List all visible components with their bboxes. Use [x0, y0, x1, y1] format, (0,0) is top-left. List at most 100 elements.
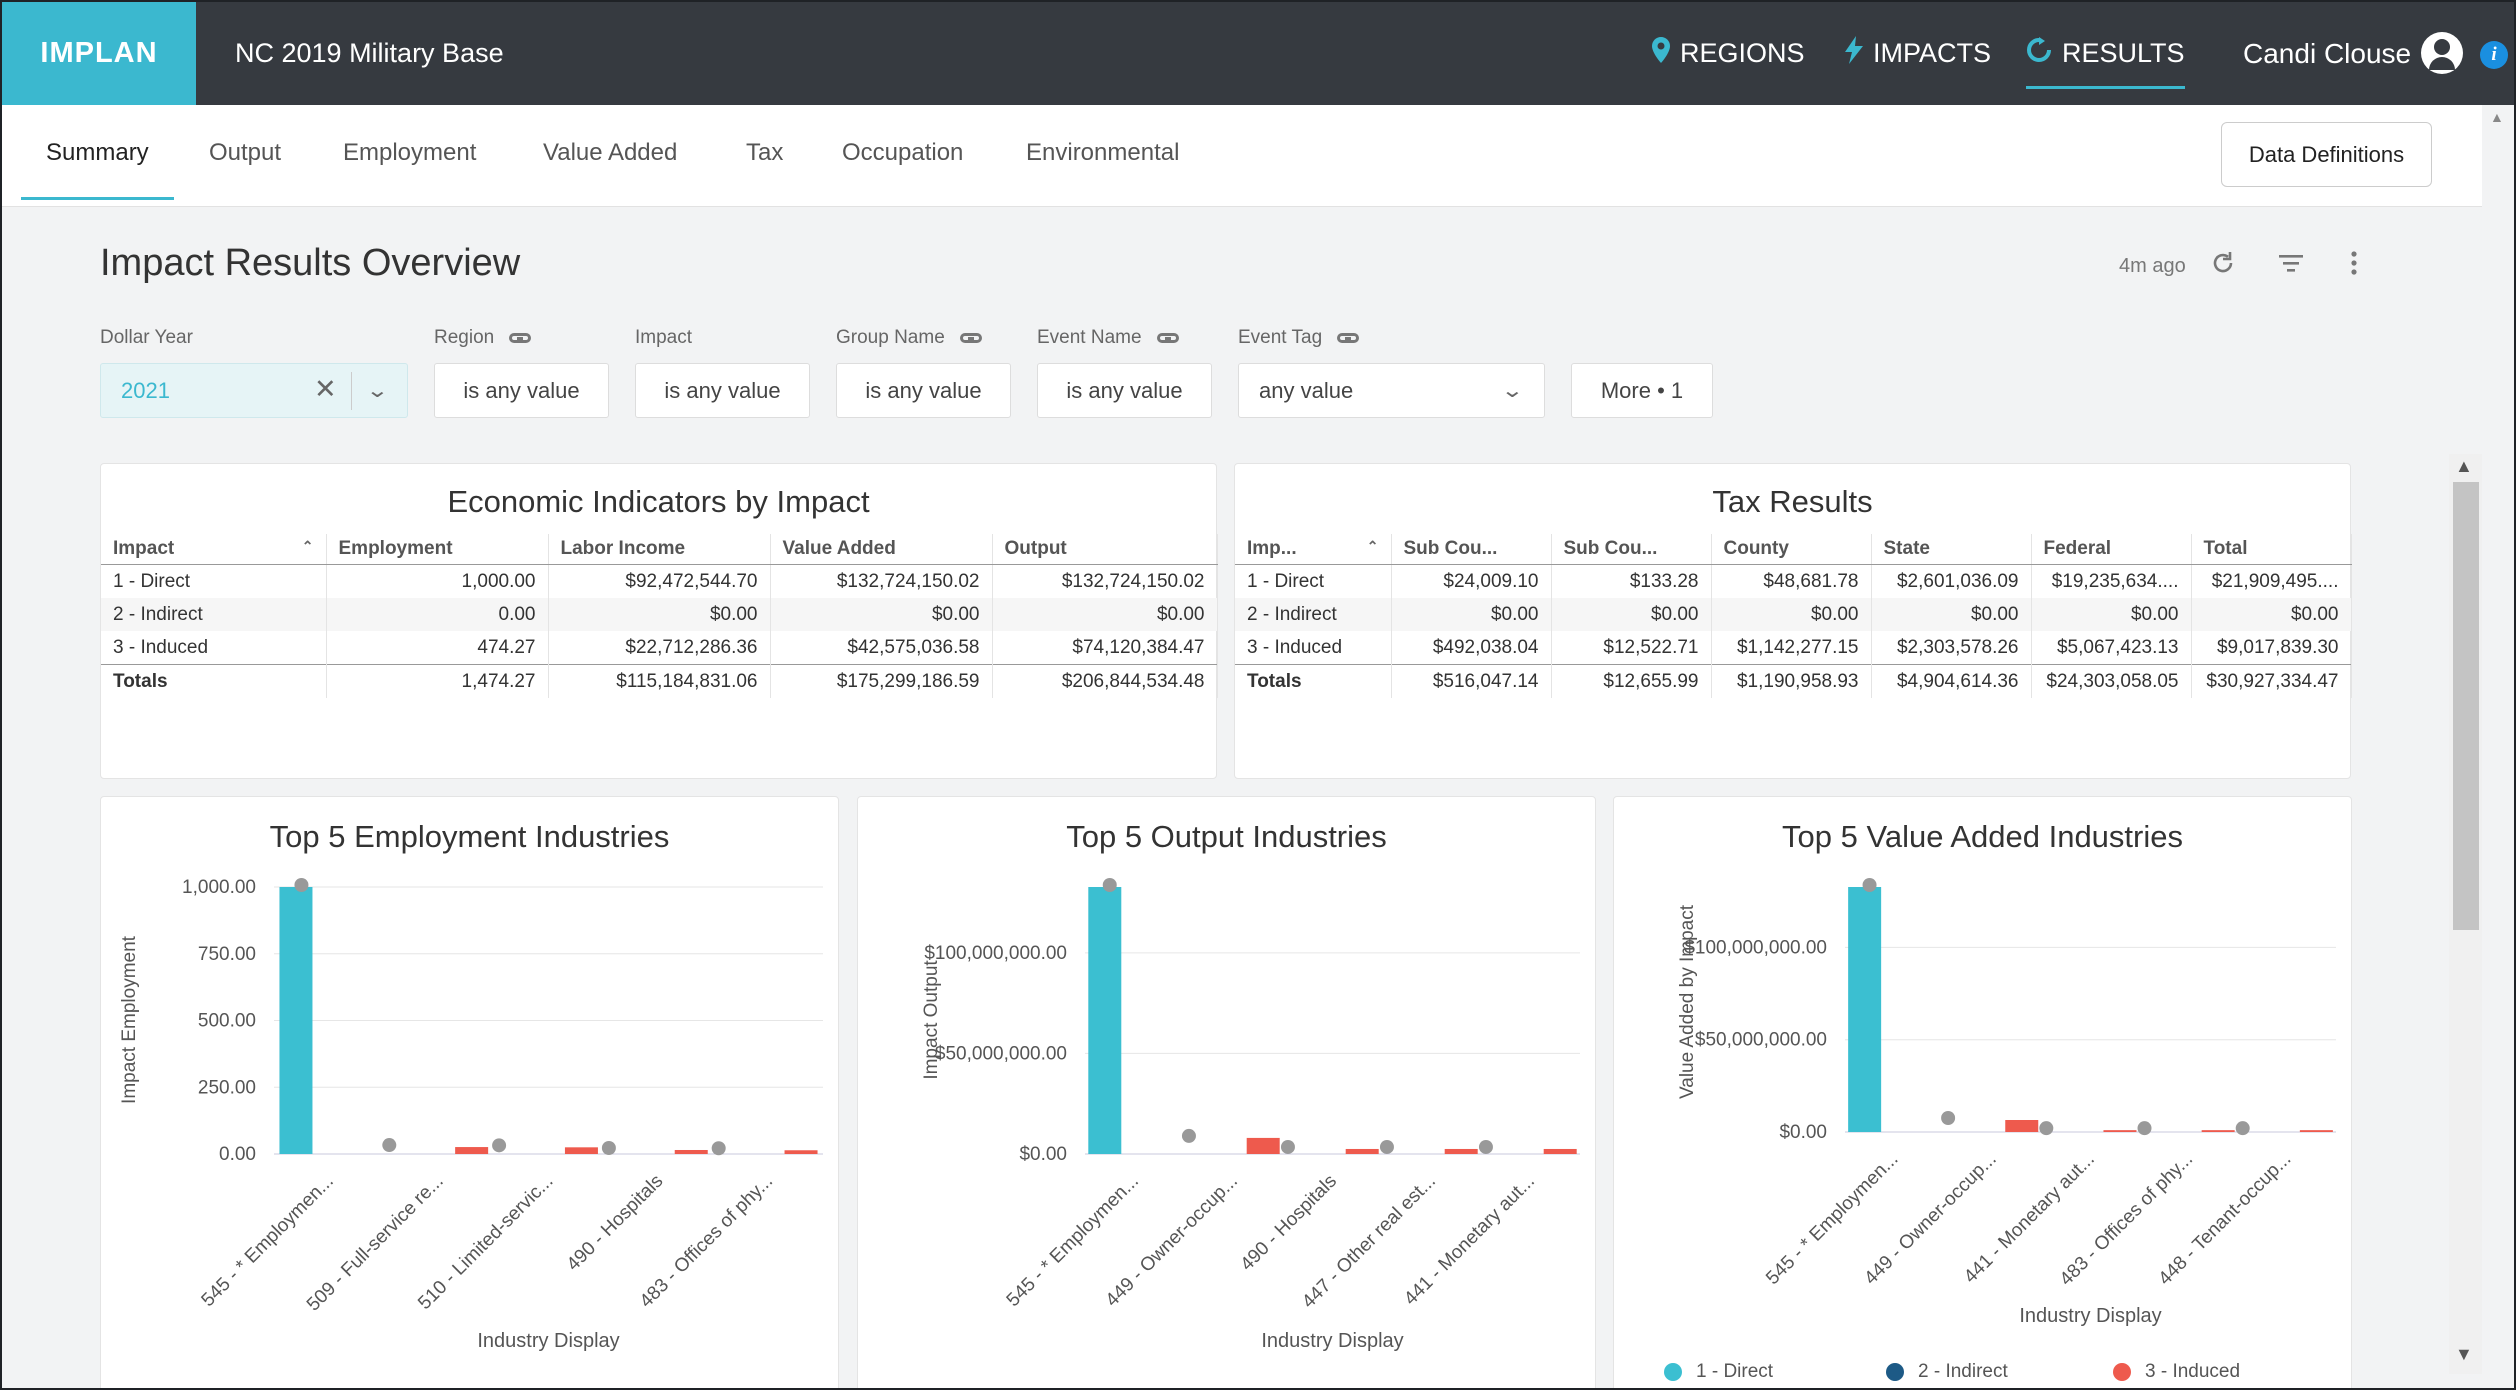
table-cell: 1,474.27: [326, 664, 549, 698]
event-tag-value: any value: [1259, 377, 1354, 403]
bar: [1444, 1148, 1478, 1154]
content-scrollbar[interactable]: ▲ ▼: [2449, 454, 2482, 1374]
more-filters-button[interactable]: More • 1: [1571, 363, 1713, 418]
nav-results-label: RESULTS: [2062, 38, 2185, 68]
table-cell: $0.00: [2191, 598, 2352, 631]
column-header[interactable]: Sub Cou...: [1551, 534, 1712, 565]
column-header[interactable]: County: [1711, 534, 1872, 565]
legend-swatch: [1886, 1363, 1904, 1381]
implan-logo[interactable]: IMPLAN: [2, 2, 196, 105]
bar: [1543, 1148, 1577, 1154]
employment-chart-card: Top 5 Employment Industries 0.00 250.00 50…: [100, 796, 839, 1388]
event-name-filter[interactable]: is any value: [1037, 363, 1212, 418]
tab-tax[interactable]: Tax: [746, 138, 784, 166]
bar: [674, 1149, 708, 1154]
link-icon[interactable]: [959, 333, 982, 343]
tab-summary[interactable]: Summary: [21, 105, 174, 200]
column-header[interactable]: Labor Income: [548, 534, 771, 565]
bar: [1088, 887, 1122, 1154]
scroll-up-icon[interactable]: ▲: [2490, 109, 2504, 125]
y-tick-label: $50,000,000.00: [935, 1043, 1067, 1064]
table-cell: $516,047.14: [1391, 664, 1552, 698]
nav-impacts[interactable]: IMPACTS: [1845, 2, 1991, 105]
legend-item[interactable]: 1 - Direct: [1664, 1361, 1773, 1383]
total-marker: [1379, 1139, 1394, 1154]
group-name-filter[interactable]: is any value: [836, 363, 1011, 418]
y-tick-label: 500.00: [198, 1011, 256, 1032]
x-axis-label: Industry Display: [477, 1330, 619, 1352]
table-cell: $0.00: [548, 598, 771, 631]
tab-occupation[interactable]: Occupation: [842, 138, 964, 166]
tab-environmental[interactable]: Environmental: [1026, 138, 1180, 166]
impact-filter[interactable]: is any value: [635, 363, 810, 418]
filter-label-event-tag: Event Tag: [1238, 327, 1360, 349]
table-cell: $24,303,058.05: [2031, 664, 2192, 698]
user-avatar-icon[interactable]: [2421, 32, 2463, 74]
column-header[interactable]: Impact ⌃: [101, 534, 327, 565]
refresh-icon: [2026, 37, 2052, 70]
link-icon[interactable]: [1156, 333, 1179, 343]
bar: [2103, 1130, 2137, 1132]
legend-label: 3 - Induced: [2145, 1361, 2241, 1382]
chevron-down-icon: ⌄: [1500, 380, 1525, 402]
user-name[interactable]: Candi Clouse: [2243, 37, 2412, 69]
nav-regions[interactable]: REGIONS: [1652, 2, 1805, 105]
chart-title: Top 5 Output Industries: [1066, 819, 1387, 854]
scroll-down-icon[interactable]: ▼: [2455, 1344, 2473, 1364]
page-scrollbar[interactable]: ▲: [2482, 105, 2514, 1388]
table-cell: $132,724,150.02: [992, 564, 1218, 598]
total-marker: [382, 1138, 397, 1153]
tab-employment[interactable]: Employment: [343, 138, 477, 166]
table-cell: 1,000.00: [326, 564, 549, 598]
event-tag-select[interactable]: any value ⌄: [1238, 363, 1545, 418]
y-axis-label: Value Added by Impact: [1677, 904, 1698, 1099]
column-header[interactable]: Output: [992, 534, 1218, 565]
total-marker: [1102, 878, 1117, 892]
link-icon[interactable]: [1337, 333, 1360, 343]
column-header[interactable]: Federal: [2031, 534, 2192, 565]
y-tick-label: $100,000,000.00: [924, 943, 1067, 964]
dashboard-title: Impact Results Overview: [100, 242, 521, 284]
data-definitions-button[interactable]: Data Definitions: [2221, 122, 2432, 187]
table-cell: $92,472,544.70: [548, 564, 771, 598]
dollar-year-select[interactable]: 2021 ✕ ⌄: [100, 363, 408, 418]
clear-icon[interactable]: ✕: [314, 374, 337, 404]
region-filter[interactable]: is any value: [434, 363, 609, 418]
bar: [784, 1150, 818, 1154]
filter-icon[interactable]: [2278, 250, 2304, 283]
legend-item[interactable]: 3 - Induced: [2113, 1361, 2240, 1383]
table-cell: 2 - Indirect: [1235, 598, 1392, 631]
table-cell: $0.00: [992, 598, 1218, 631]
y-tick-label: $50,000,000.00: [1695, 1030, 1827, 1051]
results-tab-bar: Summary Output Employment Value Added Ta…: [2, 105, 2514, 207]
scroll-up-icon[interactable]: ▲: [2455, 456, 2473, 476]
scroll-thumb[interactable]: [2453, 482, 2479, 930]
filter-label-event-name: Event Name: [1037, 327, 1179, 349]
total-marker: [1280, 1139, 1295, 1154]
column-header[interactable]: Imp... ⌃: [1235, 534, 1392, 565]
column-header[interactable]: Value Added: [770, 534, 993, 565]
y-axis-label: Impact Employment: [119, 935, 140, 1104]
info-icon[interactable]: i: [2480, 41, 2508, 69]
legend-item[interactable]: 2 - Indirect: [1886, 1361, 2008, 1383]
column-header[interactable]: Sub Cou...: [1391, 534, 1552, 565]
tab-output[interactable]: Output: [209, 138, 282, 166]
value-added-chart-card: Top 5 Value Added Industries $0.00 $50,00…: [1613, 796, 2352, 1388]
table-cell: $0.00: [1551, 598, 1712, 631]
total-marker: [1862, 878, 1877, 892]
column-header[interactable]: State: [1871, 534, 2032, 565]
column-header[interactable]: Total: [2191, 534, 2352, 565]
reload-icon[interactable]: [2210, 250, 2236, 283]
sort-asc-icon[interactable]: ⌃: [301, 538, 314, 554]
map-pin-icon: [1652, 37, 1670, 70]
sort-asc-icon[interactable]: ⌃: [1366, 538, 1379, 554]
table-cell: $19,235,634....: [2031, 564, 2192, 598]
x-axis-label: Industry Display: [1261, 1330, 1403, 1352]
tab-value-added[interactable]: Value Added: [543, 138, 678, 166]
nav-results[interactable]: RESULTS: [2026, 2, 2185, 105]
column-header[interactable]: Employment: [326, 534, 549, 565]
chevron-down-icon[interactable]: ⌄: [365, 380, 390, 402]
chart-title: Top 5 Employment Industries: [269, 819, 670, 854]
link-icon[interactable]: [509, 333, 532, 343]
more-options-icon[interactable]: [2346, 250, 2362, 283]
